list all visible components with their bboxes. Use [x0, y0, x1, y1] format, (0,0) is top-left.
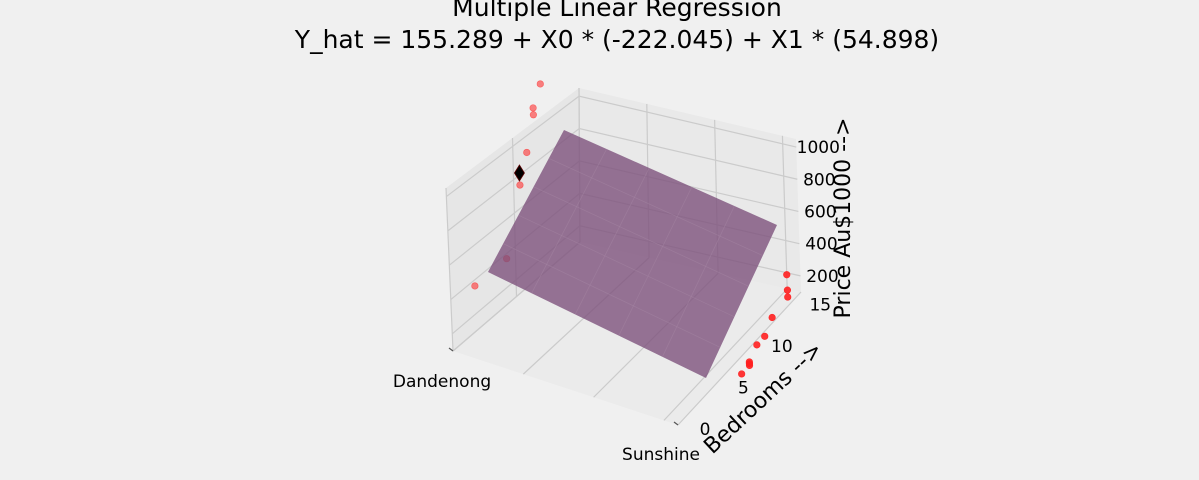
left-wall-grid-line-x: [445, 187, 454, 352]
regression-surface: [488, 130, 777, 378]
highlight-diamond-point: [513, 164, 525, 182]
data-point: [529, 111, 537, 119]
y-tick-label: 0: [700, 420, 711, 440]
x-tick-mark: [448, 347, 454, 352]
y-tick-label: 10: [771, 337, 793, 357]
z-tick-label: 1000: [797, 138, 840, 158]
data-point: [768, 313, 776, 322]
data-point: [529, 104, 537, 112]
data-point: [761, 332, 769, 340]
data-point: [745, 361, 754, 370]
surface-grid-line: [548, 158, 763, 256]
surface-grid-line: [533, 186, 749, 287]
y-tick-label: 15: [809, 295, 831, 315]
wall-grid-line-z: [447, 127, 798, 232]
data-point: [536, 80, 544, 88]
surface-grid-line: [618, 186, 693, 336]
z-tick-label: 400: [805, 235, 837, 255]
data-point: [783, 271, 791, 279]
chart-title: Multiple Linear Regression: [452, 0, 782, 22]
data-point: [523, 148, 531, 157]
x-tick-label-dandenong: Dandenong: [393, 372, 491, 392]
floor-grid-line-x: [677, 291, 802, 426]
chart-subtitle: Y_hat = 155.289 + X0 * (-222.045) + X1 *…: [294, 25, 939, 54]
x-tick-label-sunshine: Sunshine: [622, 445, 700, 465]
surface-grid-line: [503, 243, 721, 348]
data-point: [471, 282, 479, 290]
z-axis-label: Price Au$1000 -->: [831, 118, 856, 319]
data-point: [783, 286, 792, 294]
surface-grid-line: [574, 167, 650, 315]
data-point: [738, 370, 746, 378]
y-tick-label: 5: [738, 378, 749, 398]
floor-grid-line-y: [663, 288, 788, 421]
surface-grid-line: [662, 205, 735, 357]
z-tick-label: 200: [806, 267, 838, 287]
z-tick-label: 800: [803, 170, 835, 190]
z-tick-label: 600: [804, 202, 836, 222]
surface-grid-line: [531, 148, 607, 294]
data-point: [784, 293, 792, 301]
wall-grid-line-z: [446, 95, 797, 198]
x-tick-mark: [673, 421, 679, 426]
back-wall-grid-line-y: [781, 135, 788, 289]
data-point: [516, 181, 524, 189]
surface-grid-line: [518, 214, 735, 318]
data-point: [753, 341, 761, 349]
